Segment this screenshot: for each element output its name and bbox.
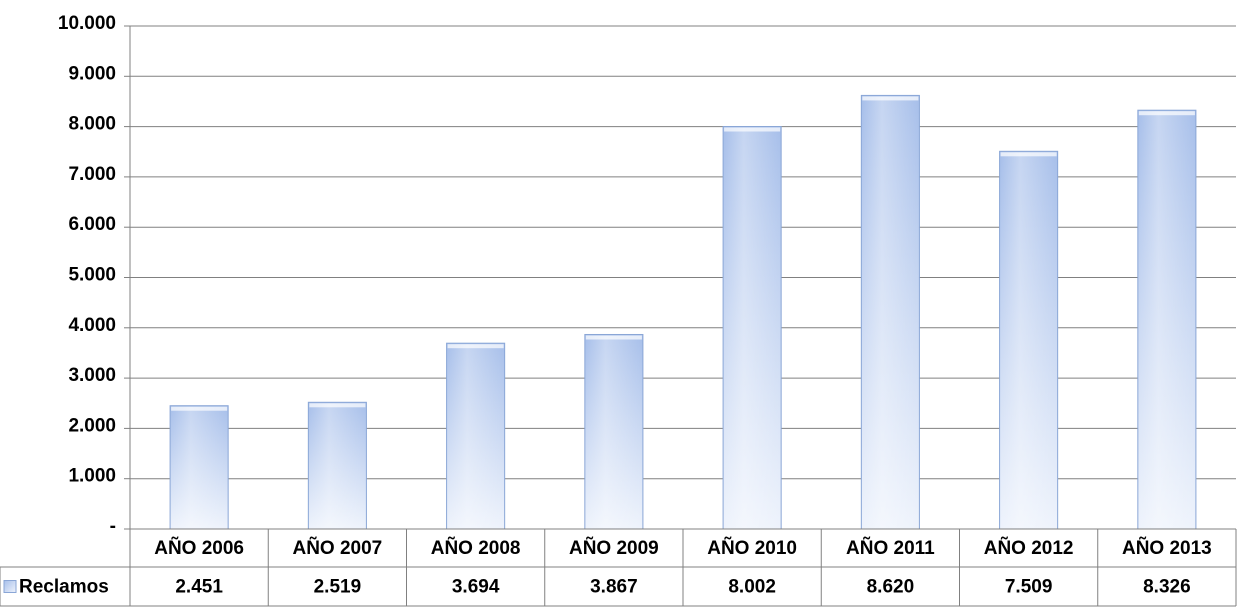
bar <box>999 150 1059 530</box>
x-category-label: AÑO 2007 <box>292 537 382 559</box>
y-tick-label: 5.000 <box>68 265 116 286</box>
bar-cap <box>585 335 642 340</box>
bar-sheen <box>862 96 919 528</box>
bar <box>722 125 782 530</box>
legend-series-name: Reclamos <box>19 577 109 598</box>
bar-cap <box>447 344 504 349</box>
y-tick-label: 6.000 <box>68 214 116 235</box>
y-tick-label: 2.000 <box>68 415 116 436</box>
y-tick-label: - <box>110 516 116 537</box>
data-table-value: 8.326 <box>1143 577 1191 598</box>
bar-cap <box>1138 111 1195 116</box>
bar-sheen <box>1138 111 1195 528</box>
x-category-label: AÑO 2008 <box>431 537 521 559</box>
y-tick-label: 3.000 <box>68 365 116 386</box>
bar-sheen <box>447 344 504 528</box>
y-tick-label: 7.000 <box>68 164 116 185</box>
bar <box>860 94 920 530</box>
bar-cap <box>1000 152 1057 157</box>
data-table-value: 3.694 <box>452 577 500 598</box>
bar-sheen <box>724 127 781 529</box>
y-axis: - 1.000 2.000 3.000 4.000 5.000 6.000 7.000 8.00… <box>58 13 131 537</box>
y-tick-label: 8.000 <box>68 114 116 135</box>
bar-sheen <box>585 335 642 528</box>
data-table-value: 8.002 <box>728 577 776 598</box>
data-table-value: 3.867 <box>590 577 638 598</box>
x-category-label: AÑO 2009 <box>569 537 659 559</box>
x-category-label: AÑO 2010 <box>707 537 797 559</box>
legend-key <box>3 580 17 593</box>
x-category-label: AÑO 2013 <box>1122 537 1212 559</box>
data-table-value: 8.620 <box>867 577 915 598</box>
x-category-label: AÑO 2012 <box>984 537 1074 559</box>
y-tick-label: 9.000 <box>68 63 116 84</box>
bar-cap <box>309 403 366 408</box>
data-table-value: 2.451 <box>175 577 223 598</box>
grid-lines <box>130 25 1236 480</box>
bar <box>584 333 644 530</box>
bar <box>307 401 367 530</box>
bar-sheen <box>171 406 228 528</box>
bar <box>1137 109 1197 530</box>
data-table-value: 7.509 <box>1005 577 1053 598</box>
bars <box>169 94 1197 530</box>
x-category-label: AÑO 2011 <box>846 537 935 559</box>
bar-cap <box>862 96 919 101</box>
data-table: AÑO 2006 AÑO 2007 AÑO 2008 AÑO 2009 AÑO 2010… <box>0 528 1237 607</box>
bar <box>169 405 229 530</box>
y-tick-label: 10.000 <box>58 13 116 34</box>
y-tick-label: 1.000 <box>68 466 116 487</box>
y-tick-label: 4.000 <box>68 315 116 336</box>
data-table-value: 2.519 <box>314 577 362 598</box>
x-category-label: AÑO 2006 <box>154 537 244 559</box>
bar-cap <box>724 127 781 132</box>
bar-sheen <box>1000 152 1057 528</box>
bar-sheen <box>309 403 366 528</box>
bar <box>446 342 506 530</box>
bar-cap <box>171 406 228 411</box>
